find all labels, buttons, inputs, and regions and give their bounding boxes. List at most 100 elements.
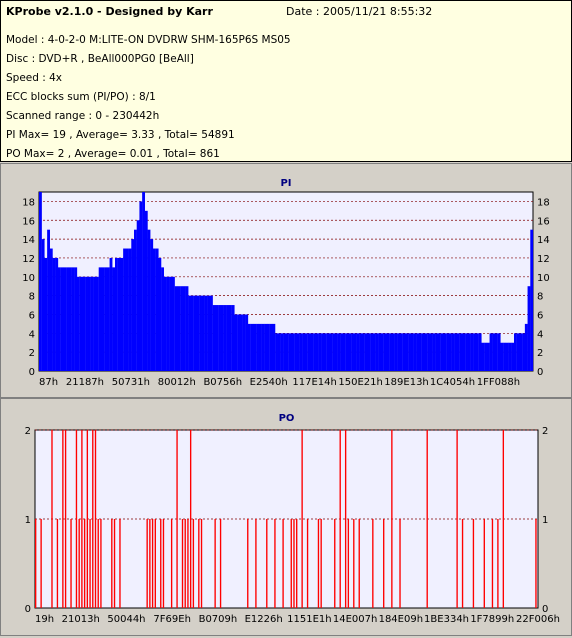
data-bar (397, 333, 401, 371)
data-bar (97, 519, 99, 608)
data-bar (375, 333, 379, 371)
data-bar (77, 276, 80, 371)
data-bar (301, 430, 303, 608)
data-bar (358, 519, 360, 608)
data-bar (516, 333, 520, 371)
data-bar (484, 342, 487, 371)
data-bar (40, 519, 42, 608)
y-tick-label: 0 (29, 367, 35, 378)
data-bar (402, 333, 406, 371)
data-bar (527, 286, 531, 371)
data-bar (435, 333, 439, 371)
y-tick-label: 10 (22, 273, 35, 284)
disc-line: Disc : DVD+R , BeAll000PG0 [BeAll] (6, 53, 194, 65)
data-bar (290, 519, 292, 608)
data-bar (187, 519, 189, 608)
x-tick-label: 1151E1h (287, 614, 331, 625)
data-bar (160, 519, 162, 608)
data-bar (389, 333, 392, 371)
y-tick-label-right: 6 (537, 310, 543, 321)
data-bar (170, 519, 173, 608)
data-bar (162, 519, 165, 608)
data-bar (98, 267, 102, 371)
y-tick-label-right: 0 (537, 367, 543, 378)
data-bar (291, 333, 295, 371)
data-bar (383, 519, 385, 608)
data-bar (334, 333, 338, 371)
data-bar (161, 267, 164, 371)
data-bar (467, 333, 471, 371)
x-tick-label: 14E007h (333, 614, 377, 625)
data-bar (68, 267, 72, 371)
data-bar (459, 333, 463, 371)
data-bar (306, 519, 309, 608)
data-bar (220, 305, 224, 371)
data-bar (440, 333, 444, 371)
data-bar (497, 333, 501, 371)
y-tick-label: 14 (22, 235, 35, 246)
data-bar (74, 267, 78, 371)
data-bar (44, 257, 48, 371)
data-bar (519, 333, 523, 371)
data-bar (119, 519, 121, 608)
data-bar (109, 257, 113, 371)
y-tick-label-right: 18 (537, 197, 550, 208)
plot-area (34, 429, 539, 609)
data-bar (522, 333, 525, 371)
data-bar (155, 248, 159, 371)
speed-line: Speed : 4x (6, 72, 63, 84)
data-bar (196, 295, 200, 371)
data-bar (182, 286, 186, 371)
data-bar (280, 333, 284, 371)
data-bar (470, 333, 474, 371)
y-tick-label-right: 0 (542, 604, 548, 615)
pi-chart-panel: PI 0 0 2 2 4 4 6 6 8 8 10 10 12 12 14 14 16 16 18 18 87h 21187… (0, 163, 572, 398)
x-tick-label: E1226h (245, 614, 283, 625)
y-tick-label-right: 10 (537, 273, 550, 284)
pi-summary-line: PI Max= 19 , Average= 3.33 , Total= 5489… (6, 129, 235, 141)
info-panel: KProbe v2.1.0 - Designed by Karr Date : … (0, 0, 572, 162)
data-bar (212, 305, 216, 371)
data-bar (405, 333, 409, 371)
data-bar (248, 323, 251, 371)
data-bar (514, 333, 517, 371)
data-bar (461, 519, 464, 608)
y-tick-label: 2 (29, 348, 35, 359)
data-bar (272, 323, 276, 371)
data-bar (324, 333, 327, 371)
data-bar (253, 323, 257, 371)
data-bar (78, 519, 80, 608)
data-bar (70, 519, 72, 608)
data-bar (386, 333, 390, 371)
y-tick-label: 6 (29, 310, 35, 321)
data-bar (146, 519, 148, 608)
data-bar (443, 333, 447, 371)
data-bar (41, 239, 45, 371)
po-summary-line: PO Max= 2 , Average= 0.01 , Total= 861 (6, 148, 220, 160)
data-bar (245, 314, 249, 371)
data-bar (481, 342, 485, 371)
data-bar (329, 333, 333, 371)
data-bar (106, 267, 110, 371)
data-bar (188, 295, 192, 371)
data-bar (177, 286, 181, 371)
chart-title: PO (279, 413, 295, 424)
data-bar (505, 342, 509, 371)
data-bar (139, 201, 143, 371)
x-tick-label: 19h (35, 614, 54, 625)
data-bar (185, 286, 189, 371)
data-bar (75, 430, 78, 608)
data-bar (176, 430, 178, 608)
data-bar (239, 314, 243, 371)
scanned-range-line: Scanned range : 0 - 230442h (6, 110, 160, 122)
data-bar (511, 342, 515, 371)
data-bar (413, 333, 417, 371)
data-bar (446, 333, 449, 371)
y-tick-label-right: 2 (542, 426, 548, 437)
data-bar (275, 333, 278, 371)
data-bar (191, 295, 194, 371)
data-bar (337, 333, 341, 371)
data-bar (153, 248, 156, 371)
data-bar (503, 342, 506, 371)
data-bar (96, 276, 99, 371)
